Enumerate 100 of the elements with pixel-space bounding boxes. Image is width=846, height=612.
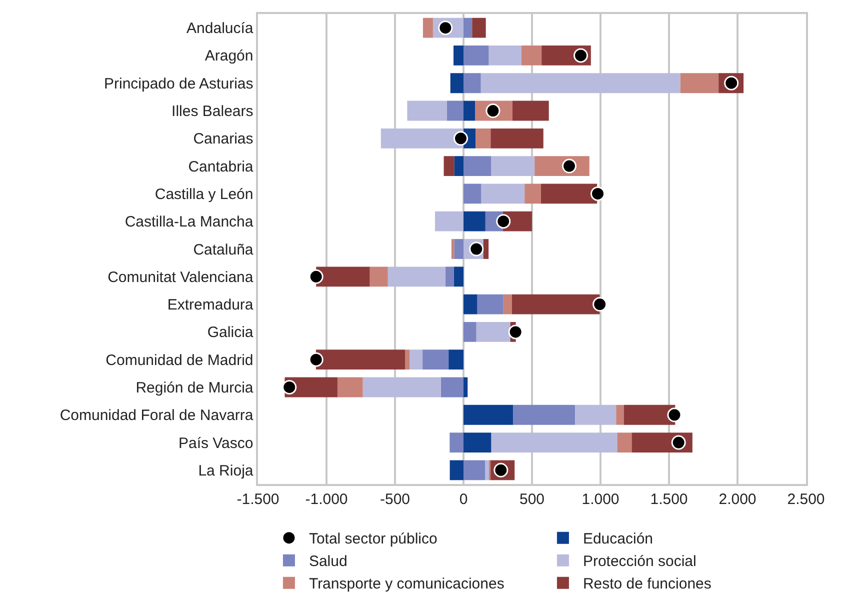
- bar: [464, 211, 486, 232]
- bar: [464, 100, 476, 121]
- legend-label: Transporte y comunicaciones: [308, 576, 504, 593]
- bar: [491, 156, 535, 176]
- bar: [488, 46, 522, 66]
- bar: [503, 294, 512, 314]
- point: [592, 297, 608, 312]
- x-tick-label: -500: [380, 490, 410, 508]
- y-tick-label: Canarias: [193, 130, 254, 148]
- bar: [440, 377, 464, 398]
- bar: [410, 350, 423, 370]
- bar: [422, 350, 449, 370]
- x-tick-label: 2.000: [718, 490, 756, 508]
- bar: [316, 350, 406, 370]
- bar: [448, 350, 464, 370]
- bar: [464, 322, 476, 342]
- y-tick-label: Castilla-La Mancha: [124, 214, 254, 231]
- bar: [464, 377, 468, 398]
- legend-label: Salud: [308, 553, 348, 570]
- point: [454, 131, 468, 146]
- bar: [451, 239, 454, 259]
- legend-label: Educación: [582, 530, 654, 548]
- legend-label: Protección social: [582, 553, 696, 570]
- x-tick-label: -1.500: [236, 490, 280, 508]
- point: [590, 186, 606, 201]
- bar: [472, 18, 486, 38]
- bar: [454, 266, 464, 287]
- point: [671, 435, 686, 450]
- point: [308, 269, 324, 284]
- bar: [524, 184, 541, 204]
- bar: [337, 377, 363, 398]
- y-tick-label: Principado de Asturias: [104, 75, 254, 92]
- bar: [483, 239, 489, 259]
- point: [282, 380, 297, 394]
- bar: [491, 432, 618, 452]
- bar: [405, 350, 410, 370]
- bar: [316, 266, 370, 287]
- bar: [512, 100, 549, 121]
- bar: [454, 156, 464, 176]
- bar: [450, 73, 464, 94]
- bar: [624, 404, 676, 425]
- legend-label: Resto de funciones: [582, 576, 712, 593]
- y-tick-label: Comunidad de Madrid: [106, 352, 254, 369]
- bar: [513, 404, 576, 425]
- bar: [445, 266, 454, 287]
- bar: [422, 18, 433, 38]
- bar: [480, 73, 680, 94]
- point: [496, 214, 511, 229]
- bar: [380, 128, 464, 148]
- bar: [464, 460, 486, 480]
- bar: [464, 156, 492, 176]
- bar: [680, 73, 719, 94]
- y-tick-label: Comunitat Valenciana: [108, 268, 254, 286]
- x-tick-label: -1.000: [305, 490, 348, 508]
- bar: [454, 239, 464, 259]
- bar: [540, 184, 598, 204]
- y-tick-label: Cataluña: [193, 241, 254, 258]
- point: [508, 324, 523, 340]
- y-tick-label: Galicia: [207, 324, 254, 342]
- bar: [464, 18, 472, 38]
- x-tick-label: 2.500: [787, 490, 825, 508]
- y-tick-label: Cantabria: [188, 158, 254, 176]
- bar: [575, 404, 616, 425]
- bar: [362, 377, 441, 398]
- bar: [476, 322, 510, 342]
- bar: [617, 432, 632, 452]
- bar: [454, 46, 464, 66]
- bar: [476, 128, 491, 148]
- bar: [464, 404, 514, 425]
- point: [667, 408, 682, 422]
- bar: [446, 100, 464, 121]
- y-tick-label: La Rioja: [198, 462, 254, 480]
- bar: [616, 404, 624, 425]
- point: [574, 48, 588, 63]
- bar: [407, 100, 447, 121]
- x-tick-label: 500: [519, 490, 545, 508]
- bar: [388, 266, 446, 287]
- x-tick-label: 1.500: [650, 490, 688, 508]
- y-tick-label: Aragón: [204, 48, 254, 65]
- bar: [521, 46, 542, 66]
- y-tick-label: Castilla y León: [154, 186, 254, 203]
- bar: [512, 294, 600, 314]
- bar: [464, 432, 492, 452]
- x-tick-label: 1.000: [582, 490, 620, 508]
- bar: [464, 184, 482, 204]
- bar: [444, 156, 454, 176]
- bar: [370, 266, 388, 287]
- x-tick-label: 0: [459, 490, 468, 508]
- legend-label: Total sector público: [308, 530, 438, 548]
- bar: [490, 128, 544, 148]
- y-tick-label: Región de Murcia: [136, 379, 254, 396]
- bar: [481, 184, 525, 204]
- bar: [464, 294, 478, 314]
- bar: [450, 432, 464, 452]
- y-tick-label: Andalucía: [186, 20, 254, 38]
- y-tick-label: Extremadura: [167, 296, 254, 314]
- y-tick-label: País Vasco: [178, 434, 254, 452]
- bar: [464, 46, 489, 66]
- bar: [477, 294, 504, 314]
- bar: [464, 73, 481, 94]
